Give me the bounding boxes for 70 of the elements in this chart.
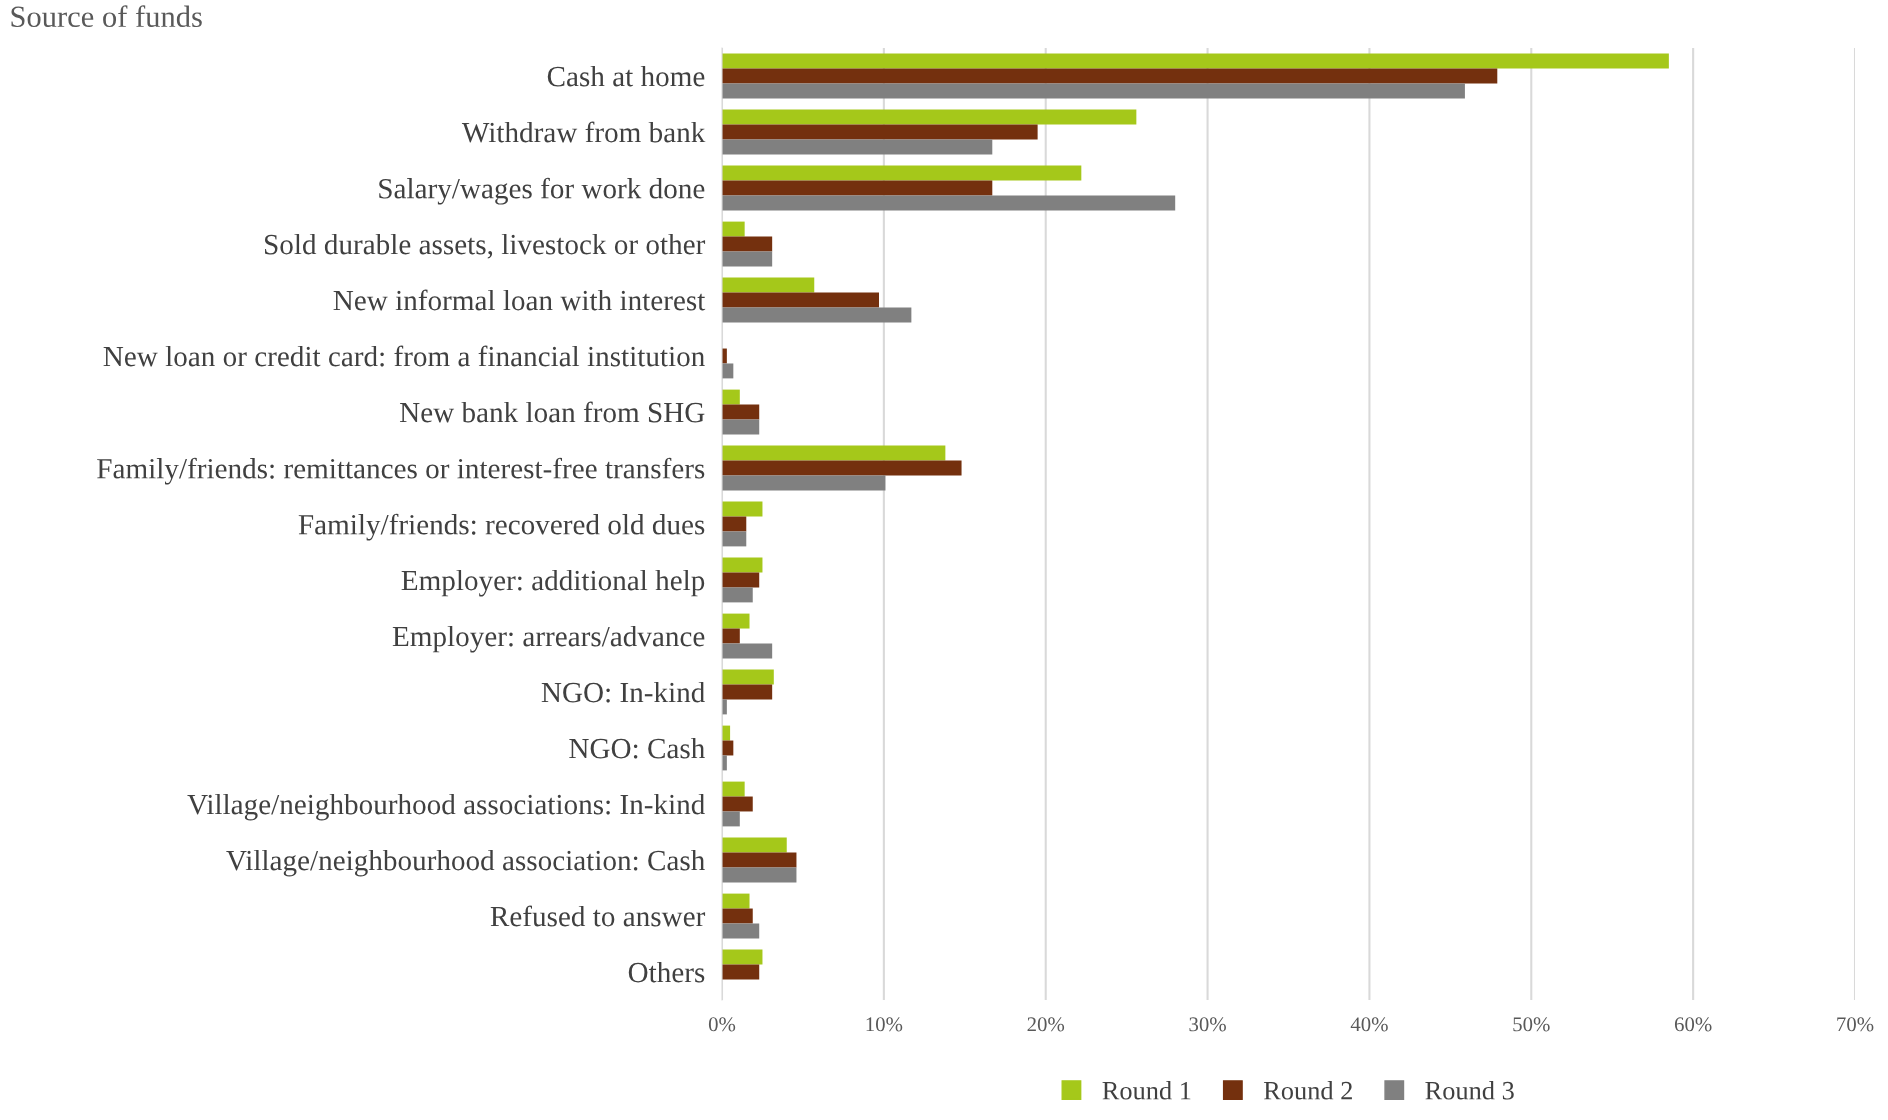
- y-tick-label: Village/neighbourhood associations: In-kind: [187, 793, 705, 821]
- bar: [722, 139, 993, 155]
- bar: [722, 124, 1038, 140]
- x-tick-label: 10%: [866, 1017, 903, 1032]
- y-tick-label: Family/friends: remittances or interest-free transfers: [97, 457, 705, 485]
- x-tick-label: 50%: [1513, 1017, 1550, 1032]
- bar: [722, 460, 962, 476]
- y-tick-label: New informal loan with interest: [333, 289, 706, 311]
- y-tick-label: New bank loan from SHG: [399, 401, 705, 423]
- bar: [722, 531, 747, 547]
- bar: [722, 908, 753, 924]
- x-tick-label: 70%: [1837, 1017, 1874, 1032]
- bar: [722, 684, 773, 700]
- bar: [722, 867, 797, 883]
- bar: [722, 949, 763, 965]
- y-tick-label: Village/neighbourhood association: Cash: [226, 849, 705, 877]
- bar: [722, 251, 773, 267]
- bar: [722, 165, 1082, 181]
- bar: [722, 781, 745, 797]
- bar: [722, 419, 760, 435]
- x-tick-label: 60%: [1674, 1017, 1712, 1032]
- bar: [722, 195, 1176, 211]
- y-tick-label: Cash at home: [547, 65, 705, 87]
- bar: [722, 643, 773, 659]
- bar: [722, 83, 1465, 99]
- bar: [722, 501, 763, 517]
- bar: [722, 557, 763, 573]
- legend-label: Round 2: [1263, 1081, 1352, 1100]
- text: Source of funds: [11, 5, 202, 28]
- bar: [722, 964, 760, 980]
- bar: [722, 404, 760, 420]
- bar: [722, 277, 815, 293]
- y-tick-label: Refused to answer: [490, 905, 706, 927]
- bar: [722, 307, 912, 323]
- bar: [722, 109, 1137, 125]
- y-tick-label: New loan or credit card: from a financial institution: [103, 345, 705, 367]
- bar: [722, 893, 750, 909]
- bar: [722, 613, 750, 629]
- bar: [722, 445, 946, 461]
- y-tick-label: Salary/wages for work done: [379, 177, 705, 205]
- bar: [722, 236, 773, 252]
- x-tick-label: 30%: [1189, 1017, 1226, 1032]
- x-tick-label: 0%: [708, 1017, 736, 1032]
- bar: [722, 796, 753, 812]
- x-tick-label: 20%: [1027, 1017, 1065, 1032]
- y-tick-label: Family/friends: recovered old dues: [298, 513, 705, 541]
- legend-label: Round 1: [1102, 1081, 1191, 1100]
- y-tick-label: Withdraw from bank: [461, 121, 706, 143]
- bar: [722, 68, 1498, 84]
- y-tick-label: Employer: arrears/advance: [392, 625, 705, 653]
- legend-label: Round 3: [1425, 1081, 1514, 1100]
- x-tick-label: 40%: [1350, 1017, 1388, 1032]
- bar: [722, 572, 760, 588]
- bar: [722, 923, 760, 939]
- y-tick-label: Sold durable assets, livestock or other: [265, 233, 706, 259]
- bar: [722, 475, 886, 491]
- bar: [722, 669, 774, 685]
- y-tick-label: NGO: Cash: [569, 737, 705, 759]
- y-tick-label: Employer: additional help: [401, 569, 705, 597]
- bar: [722, 53, 1669, 69]
- bar: [722, 587, 753, 603]
- y-tick-label: NGO: In-kind: [541, 681, 705, 703]
- bar: [722, 837, 787, 853]
- bar: [722, 852, 797, 868]
- bar: [722, 811, 740, 827]
- bar: [722, 292, 879, 308]
- bar: [722, 180, 993, 196]
- bar: [722, 389, 740, 405]
- y-tick-label: Others: [628, 961, 705, 983]
- bar: [722, 221, 745, 237]
